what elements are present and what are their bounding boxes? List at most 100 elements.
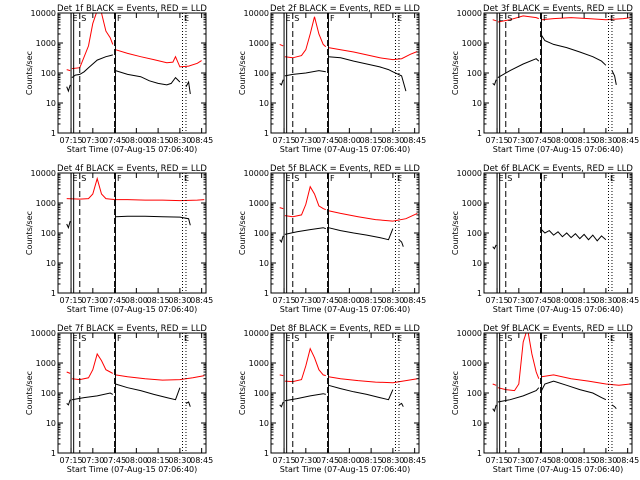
y-tick-label: 100 bbox=[254, 389, 269, 398]
x-tick-label: 07:30 bbox=[81, 456, 104, 465]
y-tick-label: 10 bbox=[472, 99, 482, 108]
y-axis-label: Counts/sec bbox=[238, 51, 247, 95]
y-tick-label: 1000 bbox=[36, 199, 56, 208]
x-tick-label: 07:45 bbox=[316, 136, 339, 145]
x-tick-label: 08:15 bbox=[360, 296, 383, 305]
events-series-line bbox=[328, 227, 394, 241]
x-tick-label: 08:45 bbox=[616, 136, 639, 145]
x-tick-label: 07:15 bbox=[486, 456, 509, 465]
y-tick-label: 100 bbox=[254, 69, 269, 78]
lld-series-line bbox=[284, 16, 327, 59]
time-marker-label: F bbox=[117, 14, 122, 23]
x-tick-label: 07:30 bbox=[294, 456, 317, 465]
lld-series-line bbox=[71, 13, 114, 70]
x-axis-label: Start Time (07-Aug-15 07:06:40) bbox=[280, 145, 411, 154]
x-tick-label: 08:00 bbox=[551, 296, 574, 305]
x-tick-label: 08:45 bbox=[190, 136, 213, 145]
events-series-line bbox=[115, 215, 191, 226]
y-tick-label: 100 bbox=[254, 229, 269, 238]
panel-title: Det 2f BLACK = Events, RED = LLD bbox=[270, 4, 420, 14]
y-tick-label: 10000 bbox=[244, 169, 269, 178]
events-series-line bbox=[284, 227, 326, 235]
y-axis-label: Counts/sec bbox=[238, 371, 247, 415]
lld-series-line bbox=[66, 371, 71, 374]
y-tick-label: 10 bbox=[259, 99, 269, 108]
x-tick-label: 08:30 bbox=[168, 136, 191, 145]
events-series-line bbox=[115, 383, 181, 401]
lld-series-line bbox=[328, 47, 418, 61]
time-marker-label: F bbox=[117, 174, 122, 183]
events-series-line bbox=[611, 404, 617, 410]
x-tick-label: 07:30 bbox=[507, 136, 530, 145]
x-tick-label: 08:30 bbox=[594, 296, 617, 305]
events-series-line bbox=[71, 392, 114, 401]
lld-series-line bbox=[328, 376, 418, 384]
events-series-line bbox=[185, 80, 191, 95]
lld-series-line bbox=[497, 15, 539, 23]
x-tick-label: 07:30 bbox=[81, 136, 104, 145]
time-marker-label: E bbox=[610, 334, 615, 343]
y-tick-label: 1 bbox=[51, 129, 56, 138]
x-tick-label: 08:00 bbox=[338, 136, 361, 145]
x-tick-label: 08:15 bbox=[360, 456, 383, 465]
lld-series-line bbox=[279, 207, 284, 210]
y-tick-label: 1 bbox=[477, 129, 482, 138]
events-series-line bbox=[541, 35, 607, 66]
y-tick-label: 10000 bbox=[31, 329, 56, 338]
x-tick-label: 07:30 bbox=[294, 296, 317, 305]
y-tick-label: 1 bbox=[477, 449, 482, 458]
time-marker-label: S bbox=[294, 14, 299, 23]
time-marker-label: E bbox=[397, 14, 402, 23]
lld-series-line bbox=[71, 352, 114, 381]
x-axis-label: Start Time (07-Aug-15 07:06:40) bbox=[67, 145, 198, 154]
y-tick-label: 1000 bbox=[249, 359, 269, 368]
x-tick-label: 07:45 bbox=[103, 456, 126, 465]
events-series-line bbox=[497, 387, 540, 403]
events-series-line bbox=[398, 402, 404, 407]
y-tick-label: 1000 bbox=[462, 39, 482, 48]
y-tick-label: 1000 bbox=[36, 359, 56, 368]
y-axis-label: Counts/sec bbox=[25, 51, 34, 95]
lld-series-line bbox=[66, 176, 205, 202]
x-tick-label: 07:15 bbox=[273, 456, 296, 465]
x-tick-label: 08:00 bbox=[338, 456, 361, 465]
x-tick-label: 07:15 bbox=[60, 136, 83, 145]
time-marker-label: E bbox=[73, 174, 78, 183]
y-tick-label: 1 bbox=[477, 289, 482, 298]
time-marker-label: E bbox=[499, 334, 504, 343]
x-axis-label: Start Time (07-Aug-15 07:06:40) bbox=[493, 465, 624, 474]
time-marker-label: S bbox=[81, 334, 86, 343]
events-series-line bbox=[279, 79, 284, 86]
y-tick-label: 100 bbox=[41, 389, 56, 398]
events-series-line bbox=[115, 70, 181, 86]
x-tick-label: 07:45 bbox=[529, 296, 552, 305]
events-series-line bbox=[66, 84, 71, 93]
lld-series-line bbox=[492, 383, 497, 386]
time-marker-label: S bbox=[507, 14, 512, 23]
x-tick-label: 08:45 bbox=[616, 296, 639, 305]
y-tick-label: 1 bbox=[51, 449, 56, 458]
lld-series-line bbox=[541, 17, 631, 21]
time-marker-label: F bbox=[330, 334, 335, 343]
x-tick-label: 07:30 bbox=[81, 296, 104, 305]
time-marker-label: E bbox=[610, 14, 615, 23]
panel-title: Det 1f BLACK = Events, RED = LLD bbox=[57, 4, 207, 14]
x-tick-label: 07:45 bbox=[103, 136, 126, 145]
y-axis-label: Counts/sec bbox=[238, 211, 247, 255]
x-tick-label: 08:15 bbox=[573, 296, 596, 305]
time-marker-label: F bbox=[330, 174, 335, 183]
lld-series-line bbox=[497, 333, 540, 392]
y-tick-label: 10 bbox=[259, 419, 269, 428]
time-marker-label: E bbox=[397, 334, 402, 343]
time-marker-label: F bbox=[330, 14, 335, 23]
y-tick-label: 10 bbox=[46, 419, 56, 428]
events-series-line bbox=[398, 239, 404, 247]
x-axis-label: Start Time (07-Aug-15 07:06:40) bbox=[280, 465, 411, 474]
lld-series-line bbox=[66, 69, 71, 72]
x-tick-label: 08:30 bbox=[381, 456, 404, 465]
